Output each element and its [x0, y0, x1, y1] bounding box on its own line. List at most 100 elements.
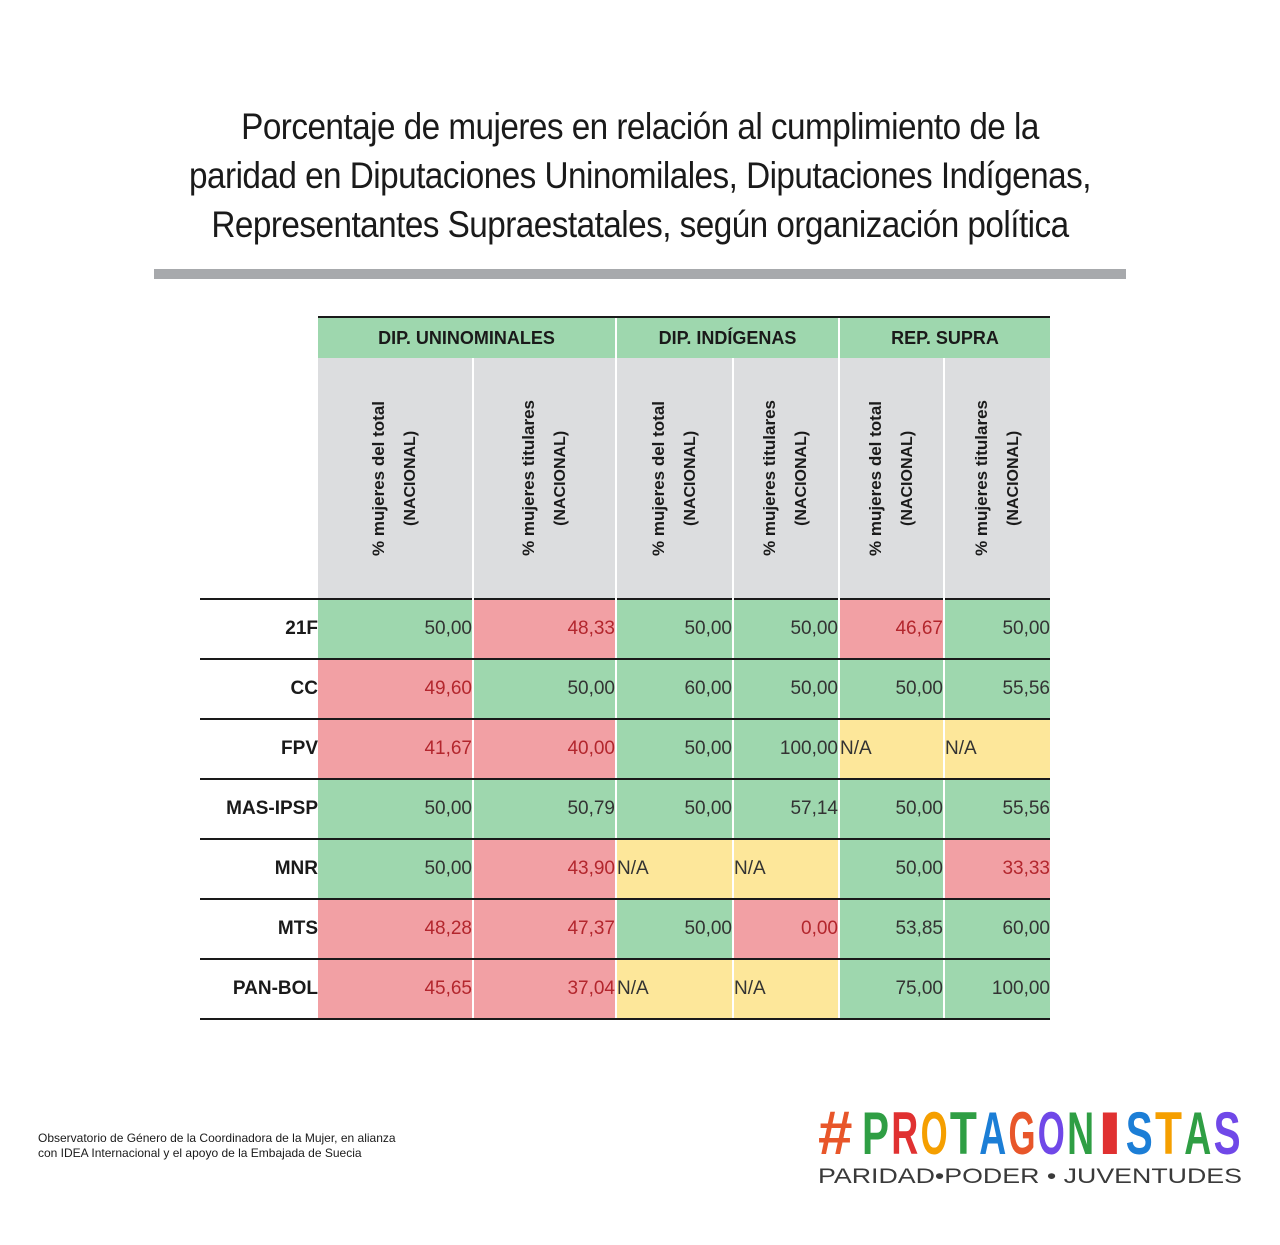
party-label: MTS	[200, 899, 318, 960]
table-body: 21F 50,00 48,33 50,00 50,00 46,67 50,00 CC 49,60…	[200, 598, 1050, 1020]
value-cell: 41,67	[318, 719, 473, 780]
party-label: 21F	[200, 598, 318, 660]
table-row: MTS 48,28 47,37 50,00 0,00 53,85 60,00	[200, 899, 1050, 960]
party-label: MNR	[200, 839, 318, 900]
value-cell: 37,04	[472, 959, 616, 1020]
logo-letter: N	[1067, 1100, 1094, 1167]
subheader-5-scope: (NACIONAL)	[898, 430, 916, 526]
title-line-3: Representantes Supraestatales, según org…	[211, 204, 1069, 245]
value-cell: 50,00	[943, 598, 1050, 660]
logo-tagline: PARIDAD•PODER • JUVENTUDES	[818, 1165, 1242, 1188]
value-cell: 46,67	[838, 598, 944, 660]
logo-letter: O	[921, 1100, 948, 1167]
parity-table: DIP. UNINOMINALES DIP. INDÍGENAS REP. SU…	[200, 316, 1050, 1020]
logo-letter: A	[1184, 1100, 1211, 1167]
value-cell: 100,00	[732, 719, 839, 780]
source-note: Observatorio de Género de la Coordinador…	[38, 1131, 396, 1161]
value-cell: 55,56	[943, 659, 1050, 720]
value-cell: 50,00	[615, 779, 733, 840]
value-cell: 50,00	[472, 659, 616, 720]
table-row: 21F 50,00 48,33 50,00 50,00 46,67 50,00	[200, 598, 1050, 660]
group-header-dip-indigenas: DIP. INDÍGENAS	[615, 316, 839, 358]
subheader-6-scope: (NACIONAL)	[1004, 430, 1022, 526]
subheader-2-scope: (NACIONAL)	[551, 430, 569, 526]
subheader-3-scope: (NACIONAL)	[681, 430, 699, 526]
subheader-3: % mujeres del total (NACIONAL)	[615, 358, 733, 599]
source-line-2: con IDEA Internacional y el apoyo de la …	[38, 1146, 362, 1160]
value-cell: 48,33	[472, 598, 616, 660]
value-cell: 50,79	[472, 779, 616, 840]
value-cell: 0,00	[732, 899, 839, 960]
table-row: CC 49,60 50,00 60,00 50,00 50,00 55,56	[200, 659, 1050, 720]
logo-hashtag: #	[818, 1099, 852, 1168]
subheader-4: % mujeres titulares (NACIONAL)	[732, 358, 839, 599]
value-cell: 43,90	[472, 839, 616, 900]
value-cell: N/A	[732, 839, 839, 900]
subheader-2: % mujeres titulares (NACIONAL)	[472, 358, 616, 599]
value-cell: 50,00	[838, 839, 944, 900]
group-header-rep-supra: REP. SUPRA	[838, 316, 1050, 358]
value-cell: 50,00	[615, 598, 733, 660]
value-cell: 60,00	[943, 899, 1050, 960]
chart-title: Porcentaje de mujeres en relación al cum…	[154, 102, 1126, 249]
value-cell: 48,28	[318, 899, 473, 960]
logo-letter: O	[1038, 1100, 1065, 1167]
corner-blank-2	[200, 358, 318, 599]
source-line-1: Observatorio de Género de la Coordinador…	[38, 1131, 396, 1145]
table-row: MAS-IPSP 50,00 50,79 50,00 57,14 50,00 55,56	[200, 779, 1050, 840]
subheader-5: % mujeres del total (NACIONAL)	[838, 358, 944, 599]
value-cell: N/A	[615, 839, 733, 900]
subheader-4-label: % mujeres titulares	[760, 400, 779, 556]
group-header-dip-uninominales: DIP. UNINOMINALES	[318, 316, 616, 358]
logo-letter: A	[979, 1100, 1006, 1167]
logo-letter: G	[1009, 1100, 1036, 1167]
value-cell: 53,85	[838, 899, 944, 960]
logo-letter: T	[950, 1100, 977, 1167]
logo-letter: I	[1096, 1100, 1123, 1167]
value-cell: 40,00	[472, 719, 616, 780]
value-cell: N/A	[615, 959, 733, 1020]
subheader-6-label: % mujeres titulares	[971, 400, 991, 556]
value-cell: 50,00	[318, 779, 473, 840]
value-cell: 50,00	[318, 839, 473, 900]
subheader-5-label: % mujeres del total	[865, 400, 885, 556]
subheader-1-scope: (NACIONAL)	[402, 430, 419, 526]
subheader-6: % mujeres titulares (NACIONAL)	[943, 358, 1050, 599]
logo-letter: T	[1155, 1100, 1182, 1167]
value-cell: 50,00	[838, 779, 944, 840]
value-cell: 57,14	[732, 779, 839, 840]
value-cell: 75,00	[838, 959, 944, 1020]
party-label: FPV	[200, 719, 318, 780]
table-row: MNR 50,00 43,90 N/A N/A 50,00 33,33	[200, 839, 1050, 900]
value-cell: 50,00	[732, 659, 839, 720]
title-line-1: Porcentaje de mujeres en relación al cum…	[241, 106, 1039, 147]
value-cell: 50,00	[318, 598, 473, 660]
value-cell: 50,00	[732, 598, 839, 660]
party-label: CC	[200, 659, 318, 720]
title-divider	[154, 269, 1126, 279]
value-cell: 50,00	[838, 659, 944, 720]
subheader-4-scope: (NACIONAL)	[793, 430, 810, 526]
value-cell: 55,56	[943, 779, 1050, 840]
logo-letter: R	[891, 1100, 918, 1167]
subheader-1-label: % mujeres del total	[369, 400, 388, 556]
table-row: PAN-BOL 45,65 37,04 N/A N/A 75,00 100,00	[200, 959, 1050, 1020]
table-row: FPV 41,67 40,00 50,00 100,00 N/A N/A	[200, 719, 1050, 780]
logo-letter: S	[1126, 1100, 1153, 1167]
value-cell: 49,60	[318, 659, 473, 720]
value-cell: N/A	[943, 719, 1050, 780]
value-cell: 47,37	[472, 899, 616, 960]
value-cell: 50,00	[615, 719, 733, 780]
value-cell: 33,33	[943, 839, 1050, 900]
value-cell: N/A	[838, 719, 944, 780]
value-cell: 45,65	[318, 959, 473, 1020]
subheader-1: % mujeres del total (NACIONAL)	[318, 358, 473, 599]
party-label: PAN-BOL	[200, 959, 318, 1020]
party-label: MAS-IPSP	[200, 779, 318, 840]
value-cell: 60,00	[615, 659, 733, 720]
subheader-3-label: % mujeres del total	[648, 400, 668, 556]
value-cell: 50,00	[615, 899, 733, 960]
subheader-2-label: % mujeres titulares	[518, 400, 538, 556]
